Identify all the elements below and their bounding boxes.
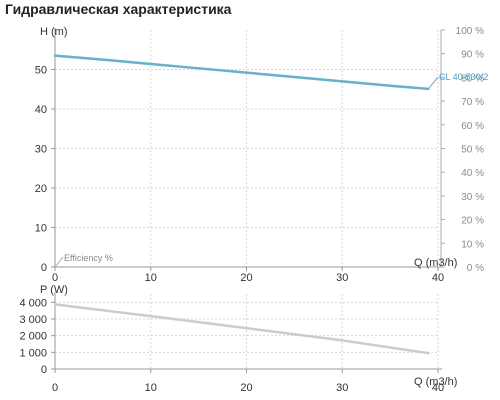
head-curve xyxy=(53,54,430,91)
y2-tick-label: 30 % xyxy=(461,192,484,203)
x-axis-label: Q (m3/h) xyxy=(414,257,457,269)
power-curve xyxy=(53,303,430,355)
y2-tick-label: 100 % xyxy=(456,26,484,37)
series-label-leader xyxy=(428,76,439,90)
y-tick-label: 30 xyxy=(35,144,47,156)
y2-tick-label: 0 % xyxy=(467,263,484,274)
x-axis-label: Q (m3/h) xyxy=(414,376,457,388)
y-tick-label: 50 xyxy=(35,65,47,77)
efficiency-axis-label: Efficiency % xyxy=(64,253,113,263)
y2-tick-label: 60 % xyxy=(461,121,484,132)
power-chart: 0 1 000 2 000 3 000 4 000 0 10 20 30 40 P (W) Q (m3… xyxy=(19,284,457,394)
efficiency-leader xyxy=(54,256,64,268)
page-title: Гидравлическая характеристика xyxy=(5,1,232,17)
y-tick-label: 20 xyxy=(35,183,47,195)
y-axis-label: H (m) xyxy=(40,26,68,38)
series-label: CL 40-530/2 xyxy=(439,72,488,82)
x-tick-label: 0 xyxy=(52,382,58,394)
y2-tick-label: 40 % xyxy=(461,168,484,179)
y-tick-label: 40 xyxy=(35,104,47,116)
y2-tick-label: 70 % xyxy=(461,97,484,108)
x-tick-label: 10 xyxy=(145,382,157,394)
x-tick-label: 30 xyxy=(336,382,348,394)
x-tick-label: 10 xyxy=(145,272,157,284)
x-tick-label: 20 xyxy=(240,382,252,394)
y2-tick-label: 10 % xyxy=(461,239,484,250)
y2-tick-label: 50 % xyxy=(461,145,484,156)
y2-tick-label: 90 % xyxy=(461,50,484,61)
y-tick-label: 4 000 xyxy=(19,297,47,309)
y-tick-label: 1 000 xyxy=(19,347,47,359)
x-tick-label: 0 xyxy=(52,272,58,284)
y-axis-label: P (W) xyxy=(40,284,68,296)
y-tick-label: 10 xyxy=(35,223,47,235)
x-tick-label: 40 xyxy=(432,382,444,394)
x-tick-label: 30 xyxy=(336,272,348,284)
x-tick-label: 40 xyxy=(432,272,444,284)
y-tick-label: 0 xyxy=(41,364,47,376)
x-tick-label: 20 xyxy=(240,272,252,284)
y-tick-label: 0 xyxy=(41,262,47,274)
y-tick-label: 2 000 xyxy=(19,331,47,343)
y2-tick-label: 80 % xyxy=(461,73,484,84)
head-chart: 0 10 20 30 40 50 0 10 20 30 40 0 % 10 % 20 % 30 % 40 % 5… xyxy=(35,26,488,284)
y2-tick-label: 20 % xyxy=(461,216,484,227)
y-tick-label: 3 000 xyxy=(19,314,47,326)
